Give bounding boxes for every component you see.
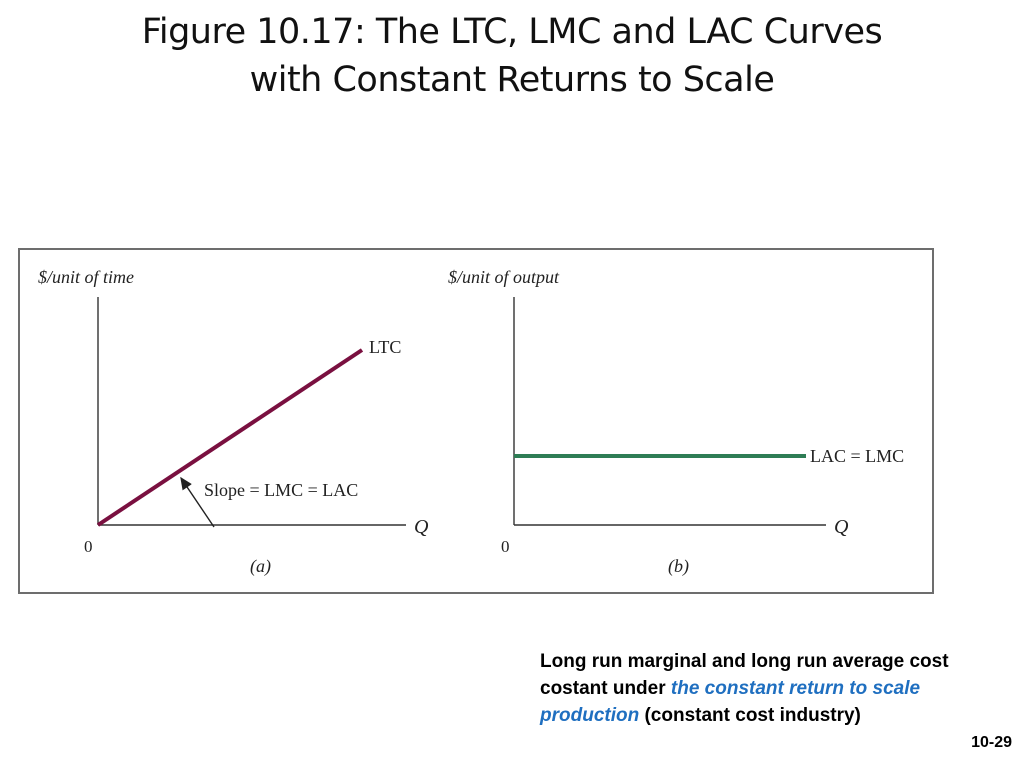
figure-diagram: $/unit of time Q 0 LTC Slope = LMC = LAC… [38,267,904,577]
panel-b-x-axis-label: Q [834,516,849,538]
panel-a: $/unit of time Q 0 LTC Slope = LMC = LAC… [38,267,429,577]
caption: Long run marginal and long run average c… [540,648,1000,729]
caption-text: Long run marginal and long run average c… [540,651,949,699]
panel-a-label: (a) [250,556,271,577]
panel-b: $/unit of output Q 0 LAC = LMC (b) [448,267,904,577]
lac-lmc-label: LAC = LMC [810,446,904,466]
ltc-label: LTC [369,337,401,357]
panel-b-y-axis-label: $/unit of output [448,267,560,287]
slope-annotation: Slope = LMC = LAC [204,480,358,500]
panel-a-x-axis-label: Q [414,516,429,538]
slide-title: Figure 10.17: The LTC, LMC and LAC Curve… [0,8,1024,104]
panel-b-origin-label: 0 [501,537,510,556]
figure-panel: $/unit of time Q 0 LTC Slope = LMC = LAC… [18,248,934,594]
panel-b-label: (b) [668,556,689,577]
caption-text-end: (constant cost industry) [639,705,861,726]
slide-title-line-1: Figure 10.17: The LTC, LMC and LAC Curve… [141,12,883,52]
ltc-curve [96,348,364,527]
caption-emphasis: the constant return to scale production [540,678,921,726]
slope-arrow [180,476,215,528]
slide-number: 10-29 [971,734,1012,751]
panel-a-origin-label: 0 [84,537,93,556]
slide-title-line-2: with Constant Returns to Scale [249,60,775,100]
panel-a-y-axis-label: $/unit of time [38,267,134,287]
